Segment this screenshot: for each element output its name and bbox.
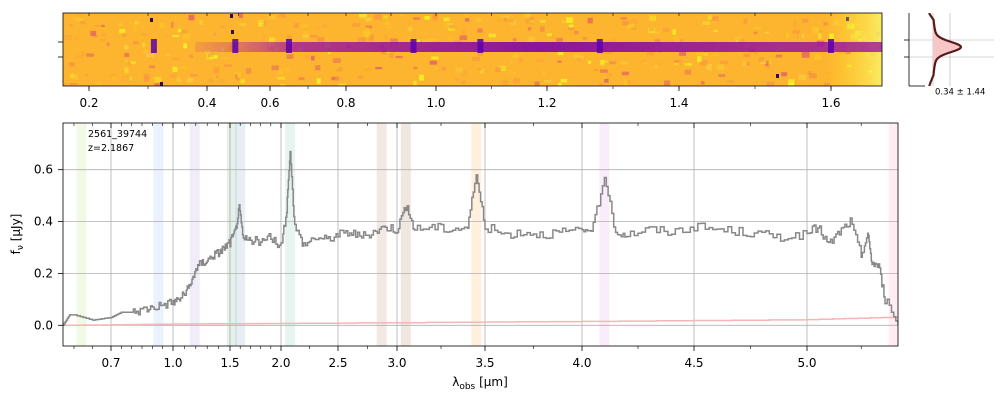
spectrum2d-tick-label: 1.6 <box>821 96 840 110</box>
spectrum1d-y-tick-label: 0.6 <box>34 163 53 177</box>
spectrum2d-emission-knots <box>150 39 834 53</box>
spectral-line-band <box>76 123 87 346</box>
spectral-line-band <box>153 123 164 346</box>
spectrum2d-tick-label: 1.0 <box>426 96 445 110</box>
spectrum1d-y-tick-label: 0.0 <box>34 318 53 332</box>
profile-annotation: 0.34 ± 1.44 <box>935 88 985 98</box>
spectrum1d-frame <box>62 122 899 347</box>
emission-knot <box>477 39 484 53</box>
spectrum1d-x-tick-label: 4.5 <box>684 356 703 370</box>
spectrum1d-x-tick-label: 2.0 <box>271 356 290 370</box>
spectrum1d-grid <box>63 123 898 346</box>
emission-knot <box>828 39 834 53</box>
x-axis-label: λobs [μm] <box>452 375 508 392</box>
spectrum1d-x-tick-label: 4.0 <box>572 356 591 370</box>
spectral-line-band <box>888 123 898 346</box>
spectral-line-band <box>400 123 411 346</box>
spectral-line-band <box>285 123 296 346</box>
spectrum2d-frame <box>62 12 883 87</box>
emission-knot <box>286 39 292 53</box>
spectral-line-band <box>376 123 387 346</box>
spectrum1d-x-tick-label: 1.0 <box>163 356 182 370</box>
emission-knot <box>232 39 239 53</box>
spectrum2d-trace <box>195 42 882 52</box>
emission-knot <box>150 39 157 53</box>
noise-pixel <box>881 58 882 62</box>
profile-curve <box>928 13 963 86</box>
spectral-line-band <box>599 123 610 346</box>
profile-panel: 0.34 ± 1.44 <box>904 13 994 98</box>
spectrum1d-x-tick-label: 3.0 <box>387 356 406 370</box>
spectrum2d-tick-label: 1.4 <box>669 96 688 110</box>
spectrum1d-x-tick-label: 5.0 <box>797 356 816 370</box>
spectrum2d-tick-label: 0.8 <box>336 96 355 110</box>
spectrum1d-yaxis: 0.0 0.2 0.4 0.6 <box>34 163 63 332</box>
redshift-label: z=2.1867 <box>88 143 134 154</box>
spectrum1d-x-tick-label: 0.7 <box>101 356 120 370</box>
spectrum2d-tick-label: 0.4 <box>197 96 216 110</box>
spectral-line-band <box>471 123 482 346</box>
spectrum1d-x-tick-label: 2.5 <box>328 356 347 370</box>
spectrum1d-background <box>63 123 898 346</box>
object-id-label: 2561_39744 <box>88 129 147 140</box>
emission-knot <box>410 39 417 53</box>
spectrum2d-xaxis: 0.2 0.4 0.6 0.8 1.0 1.2 1.4 1.6 <box>79 13 841 110</box>
emission-knot <box>596 39 603 53</box>
spectral-line-band <box>235 123 246 346</box>
spectrum1d-xaxis: 0.7 1.0 1.5 2.0 2.5 3.0 3.5 4.0 4.5 5.0 <box>73 123 862 370</box>
spectrum2d-panel: 0.2 0.4 0.6 0.8 1.0 1.2 1.4 1.6 <box>58 12 883 110</box>
spectrum1d-y-tick-label: 0.2 <box>34 266 53 280</box>
flux-spectrum-line <box>63 150 898 327</box>
spectrum2d-tick-label: 1.2 <box>537 96 556 110</box>
noise-pixel <box>295 85 302 86</box>
spectrum2d-tick-label: 0.6 <box>260 96 279 110</box>
spectral-line-band <box>189 123 200 346</box>
y-axis-label: fν [μJy] <box>9 214 26 255</box>
spectrum1d-panel: 0.7 1.0 1.5 2.0 2.5 3.0 3.5 4.0 4.5 5.0 0.0 0.2 0.4… <box>9 122 899 392</box>
error-spectrum-line <box>63 316 898 327</box>
spectrum1d-y-tick-label: 0.4 <box>34 215 53 229</box>
spectrum1d-x-tick-label: 1.5 <box>220 356 239 370</box>
spectrum2d-tick-label: 0.2 <box>79 96 98 110</box>
profile-fill <box>933 13 961 86</box>
spectrum1d-x-tick-label: 3.5 <box>475 356 494 370</box>
